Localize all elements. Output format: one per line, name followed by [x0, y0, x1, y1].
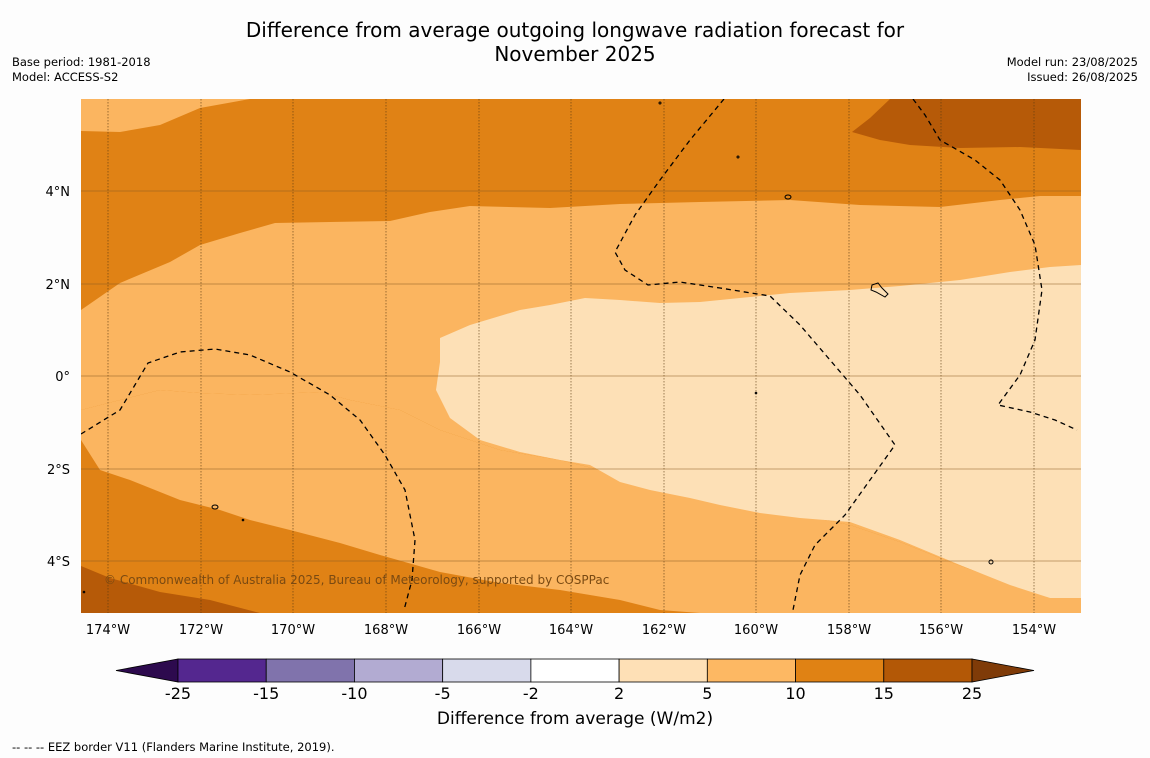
colorbar-tick-label: 15: [873, 684, 894, 703]
eez-footnote: -- -- -- EEZ border V11 (Flanders Marine…: [12, 740, 335, 754]
eez-kiribati-phoenix: [81, 348, 416, 611]
base-period: Base period: 1981-2018: [12, 55, 151, 69]
parallel-lines: [81, 190, 1081, 562]
model-run: Model run: 23/08/2025: [1006, 55, 1138, 69]
colorbar-segment: [618, 658, 708, 683]
lon-label: 160°W: [734, 623, 778, 638]
eez-kiribati-line-east: [912, 99, 1078, 431]
title-line-1: Difference from average outgoing longwav…: [245, 18, 905, 42]
lon-label: 172°W: [179, 623, 223, 638]
latitude-labels: 4°N 2°N 0° 2°S 4°S: [46, 185, 71, 570]
copyright-text: © Commonwealth of Australia 2025, Bureau…: [104, 573, 609, 587]
colorbar-segment: [265, 658, 355, 683]
colorbar-title: Difference from average (W/m2): [436, 709, 714, 729]
meta-right: Model run: 23/08/2025 Issued: 26/08/2025: [1007, 55, 1138, 85]
colorbar-extend-high: [971, 658, 1035, 683]
lon-label: 170°W: [271, 623, 315, 638]
band-5-10-northwest: [81, 99, 250, 132]
colorbar-segment: [442, 658, 532, 683]
colorbar-tick-label: -25: [164, 684, 192, 703]
island-malden: [754, 391, 758, 395]
colorbar-segment: [795, 658, 885, 683]
colorbar-tick-label: -5: [434, 684, 451, 703]
lat-label-2n: 2°N: [46, 278, 71, 293]
colorbar-segment: [354, 658, 444, 683]
colorbar-tick-label: -10: [341, 684, 368, 703]
meta-left: Base period: 1981-2018 Model: ACCESS-S2: [12, 55, 151, 85]
band-2-5: [436, 265, 1081, 598]
band-15-25-southwest: [81, 566, 260, 613]
lon-label: 154°W: [1012, 623, 1056, 638]
colorbar-tick-label: 2: [614, 684, 625, 703]
lon-label: 164°W: [549, 623, 593, 638]
eez-borders: [81, 99, 1078, 611]
colorbar-tick-label: 5: [702, 684, 713, 703]
colorbar-tick-label: 10: [785, 684, 806, 703]
lat-label-4n: 4°N: [46, 185, 71, 200]
lat-label-0: 0°: [55, 370, 70, 385]
colorbar: [115, 658, 1035, 683]
lon-label: 162°W: [642, 623, 686, 638]
lat-label-4s: 4°S: [47, 555, 70, 570]
model-name: Model: ACCESS-S2: [12, 70, 119, 84]
lon-label: 168°W: [364, 623, 408, 638]
colorbar-segment: [706, 658, 796, 683]
colorbar-tick-label: -15: [253, 684, 280, 703]
island-kiritimati: [870, 282, 889, 298]
map-area: © Commonwealth of Australia 2025, Bureau…: [81, 99, 1081, 613]
colorbar-segment: [883, 658, 973, 683]
longitude-labels: 174°W 172°W 170°W 168°W 166°W 164°W 162°…: [86, 623, 1056, 638]
lon-label: 174°W: [86, 623, 130, 638]
colorbar-tick-label: -2: [522, 684, 539, 703]
colorbar-segment: [530, 658, 620, 683]
island-south-edge: [82, 590, 86, 594]
lon-label: 158°W: [827, 623, 871, 638]
band-5-10-south: [81, 390, 1081, 613]
island-flint: [988, 559, 994, 565]
colorbar-tick-label: 25: [961, 684, 983, 703]
issued-date: Issued: 26/08/2025: [1027, 70, 1138, 84]
lon-label: 166°W: [457, 623, 501, 638]
lat-label-2s: 2°S: [47, 463, 70, 478]
island-palmyra: [658, 101, 662, 105]
band-15-25-northeast: [852, 99, 1081, 150]
island-birnie: [241, 518, 245, 522]
island-phoenix: [211, 504, 219, 510]
island-starbuck: [784, 194, 792, 200]
title-line-2: November 2025: [494, 42, 656, 66]
island-jarvis: [736, 155, 740, 159]
islands: [82, 101, 994, 594]
colorbar-extend-low: [115, 658, 179, 683]
colorbar-segment: [177, 658, 267, 683]
eez-kiribati-line-north: [614, 99, 896, 611]
lon-label: 156°W: [919, 623, 963, 638]
map-title: Difference from average outgoing longwav…: [0, 18, 1150, 66]
